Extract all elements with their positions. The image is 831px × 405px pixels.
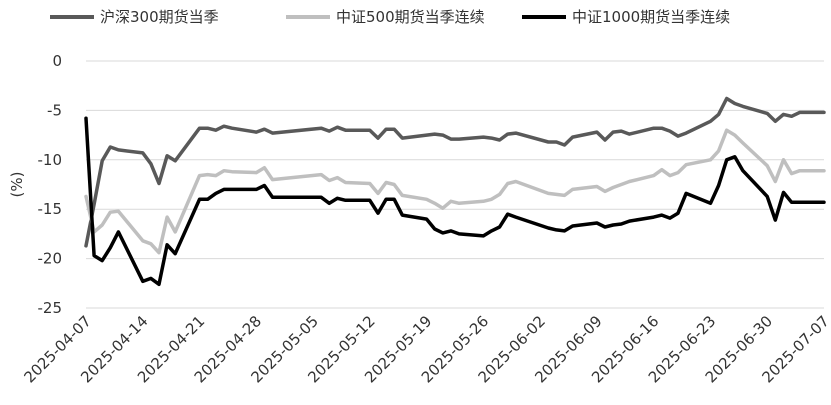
series-line-1 [84,96,826,248]
legend-label: 中证500期货当季连续 [336,8,485,26]
y-tick-label: -5 [47,101,62,119]
series-line-2 [84,128,826,255]
series-line-3 [84,116,826,287]
y-tick-label: -10 [38,151,63,169]
legend-label: 沪深300期货当季 [100,8,219,26]
gridlines [86,60,824,309]
y-axis-label: (%) [8,172,26,198]
legend: 沪深300期货当季 中证500期货当季连续 中证1000期货当季连续 [50,8,730,26]
series-lines [84,96,826,287]
y-tick-label: -15 [38,200,63,218]
x-axis-ticks: 2025-04-072025-04-142025-04-212025-04-28… [20,312,831,386]
y-axis-ticks: 0 -5 -10 -15 -20 -25 [38,52,63,317]
legend-label: 中证1000期货当季连续 [572,8,730,26]
y-tick-label: -20 [38,250,63,268]
y-tick-label: 0 [52,52,62,70]
y-tick-label: -25 [38,299,63,317]
